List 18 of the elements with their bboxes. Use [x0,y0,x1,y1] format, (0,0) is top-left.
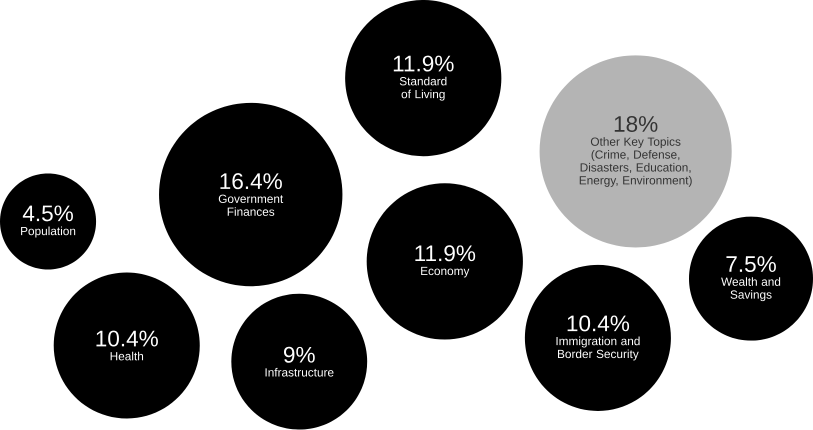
data-label: 10.4% [568,316,630,332]
category-label: Population [21,226,76,238]
data-label: 11.9% [415,246,476,262]
category-label: Wealth and Savings [721,277,780,302]
data-label: 9% [284,346,315,363]
data-label: 4.5% [22,206,73,222]
category-label: Health [110,352,144,361]
data-label: 18% [614,116,658,132]
category-label: Immigration and Border Security [556,336,640,361]
category-label: Infrastructure [266,368,334,377]
data-label: 10.4% [96,330,158,347]
category-label: Other Key Topics (Crime, Defense, Disasters, Education, Energy, Environment) [580,137,692,188]
data-label: 11.9% [394,56,454,72]
data-label: 16.4% [220,173,282,190]
category-label: Economy [421,267,470,278]
category-label: Government Finances [218,194,284,216]
category-label: Standard of Living [400,76,446,101]
data-label: 7.5% [726,256,776,272]
